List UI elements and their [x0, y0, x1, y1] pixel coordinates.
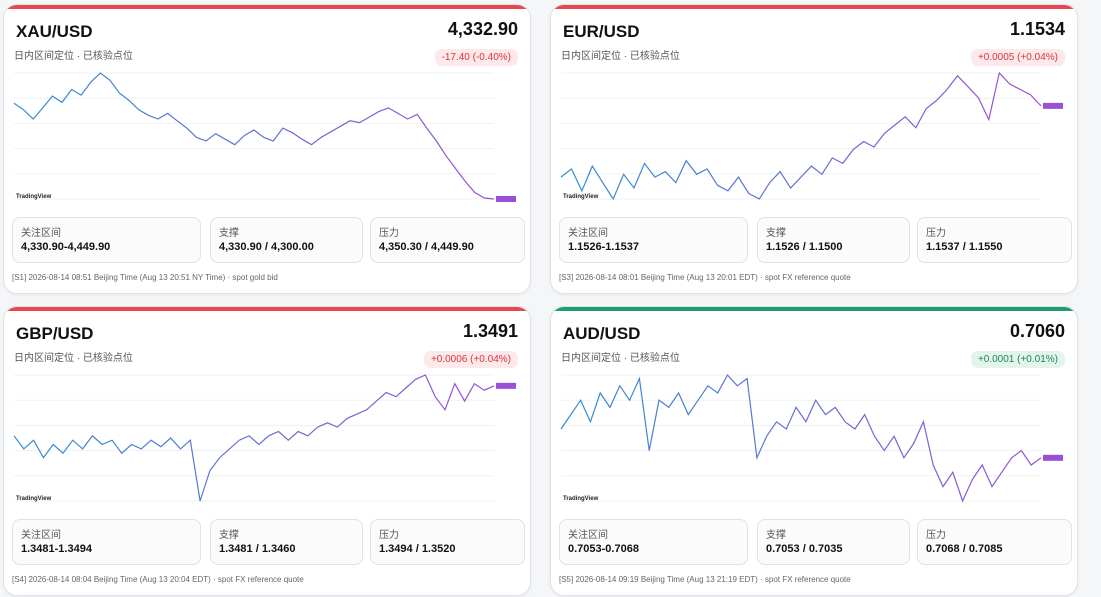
resistance-box: 压力 0.7068 / 0.7085	[917, 519, 1072, 565]
price-value: 4,332.90	[447, 19, 518, 39]
support-box: 支撑 1.3481 / 1.3460	[210, 519, 363, 565]
levels-row: 关注区间 1.1526-1.1537 支撑 1.1526 / 1.1500 压力…	[559, 217, 1072, 263]
pair-title: AUD/USD	[563, 324, 641, 343]
last-price-marker	[496, 196, 516, 202]
focus-range-label: 关注区间	[568, 228, 608, 239]
support-box: 支撑 4,330.90 / 4,300.00	[210, 217, 363, 263]
pair-title: GBP/USD	[16, 324, 94, 343]
resistance-box: 压力 1.3494 / 1.3520	[370, 519, 525, 565]
price-change-badge: +0.0005 (+0.04%)	[970, 49, 1065, 66]
card-status-bar	[4, 5, 530, 9]
price-value: 0.7060	[1009, 321, 1065, 341]
support-box: 支撑 1.1526 / 1.1500	[757, 217, 910, 263]
price-chart[interactable]: TradingView	[557, 369, 1071, 517]
price-line	[13, 374, 495, 502]
support-box: 支撑 0.7053 / 0.7035	[757, 519, 910, 565]
last-price-marker	[496, 382, 516, 389]
audusd-card[interactable]: AUD/USD 0.7060 日内区间定位 · 已核验点位 +0.0001 (+…	[550, 306, 1078, 596]
price-change-badge: -17.40 (-0.40%)	[434, 49, 518, 66]
resistance-value: 1.3494 / 1.3520	[379, 543, 456, 555]
price-change-badge: +0.0001 (+0.01%)	[970, 351, 1065, 368]
card-status-bar	[551, 5, 1077, 9]
price-chart[interactable]: TradingView	[557, 67, 1071, 215]
source-footer: [S4] 2026-08-14 08:04 Beijing Time (Aug …	[12, 575, 304, 584]
resistance-label: 压力	[926, 228, 946, 239]
source-footer: [S3] 2026-08-14 08:01 Beijing Time (Aug …	[559, 273, 851, 282]
resistance-value: 1.1537 / 1.1550	[926, 241, 1003, 253]
resistance-value: 0.7068 / 0.7085	[926, 543, 1003, 555]
eurusd-card[interactable]: EUR/USD 1.1534 日内区间定位 · 已核验点位 +0.0005 (+…	[550, 4, 1078, 294]
tradingview-logo: TradingView	[563, 194, 599, 200]
support-value: 0.7053 / 0.7035	[766, 543, 843, 555]
tradingview-logo: TradingView	[16, 496, 52, 502]
focus-range-label: 关注区间	[21, 228, 61, 239]
card-subtitle: 日内区间定位 · 已核验点位	[14, 51, 133, 62]
support-label: 支撑	[219, 228, 239, 239]
last-price-marker	[1043, 454, 1063, 461]
source-footer: [S1] 2026-08-14 08:51 Beijing Time (Aug …	[12, 273, 278, 282]
price-change-badge: +0.0006 (+0.04%)	[423, 351, 518, 368]
tradingview-logo: TradingView	[563, 496, 599, 502]
focus-range-value: 1.1526-1.1537	[568, 241, 639, 253]
focus-range-box: 关注区间 1.3481-1.3494	[12, 519, 201, 565]
pair-title: EUR/USD	[563, 22, 640, 41]
source-footer: [S5] 2026-08-14 09:19 Beijing Time (Aug …	[559, 575, 851, 584]
price-line	[13, 72, 495, 200]
focus-range-box: 关注区间 0.7053-0.7068	[559, 519, 748, 565]
chart-svg	[13, 374, 516, 502]
support-value: 1.1526 / 1.1500	[766, 241, 843, 253]
chart-svg	[560, 373, 1063, 503]
focus-range-value: 4,330.90-4,449.90	[21, 241, 111, 253]
resistance-label: 压力	[379, 228, 399, 239]
price-chart[interactable]: TradingView	[10, 369, 524, 517]
card-status-bar	[551, 307, 1077, 311]
chart-svg	[13, 72, 516, 202]
price-line	[560, 373, 1042, 503]
support-label: 支撑	[219, 530, 239, 541]
chart-svg	[560, 71, 1063, 201]
resistance-box: 压力 4,350.30 / 4,449.90	[370, 217, 525, 263]
pair-title: XAU/USD	[16, 22, 93, 41]
levels-row: 关注区间 1.3481-1.3494 支撑 1.3481 / 1.3460 压力…	[12, 519, 525, 565]
last-price-marker	[1043, 102, 1063, 109]
price-value: 1.1534	[1009, 19, 1065, 39]
xauusd-card[interactable]: XAU/USD 4,332.90 日内区间定位 · 已核验点位 -17.40 (…	[3, 4, 531, 294]
price-chart[interactable]: TradingView	[10, 67, 524, 215]
tradingview-logo: TradingView	[16, 194, 52, 200]
focus-range-box: 关注区间 1.1526-1.1537	[559, 217, 748, 263]
support-label: 支撑	[766, 228, 786, 239]
card-subtitle: 日内区间定位 · 已核验点位	[561, 353, 680, 364]
levels-row: 关注区间 4,330.90-4,449.90 支撑 4,330.90 / 4,3…	[12, 217, 525, 263]
card-status-bar	[4, 307, 530, 311]
resistance-value: 4,350.30 / 4,449.90	[379, 241, 474, 253]
support-value: 4,330.90 / 4,300.00	[219, 241, 314, 253]
card-subtitle: 日内区间定位 · 已核验点位	[561, 51, 680, 62]
price-value: 1.3491	[462, 321, 518, 341]
focus-range-value: 1.3481-1.3494	[21, 543, 92, 555]
card-subtitle: 日内区间定位 · 已核验点位	[14, 353, 133, 364]
focus-range-label: 关注区间	[568, 530, 608, 541]
support-value: 1.3481 / 1.3460	[219, 543, 296, 555]
focus-range-box: 关注区间 4,330.90-4,449.90	[12, 217, 201, 263]
levels-row: 关注区间 0.7053-0.7068 支撑 0.7053 / 0.7035 压力…	[559, 519, 1072, 565]
resistance-box: 压力 1.1537 / 1.1550	[917, 217, 1072, 263]
price-line	[560, 71, 1042, 201]
focus-range-value: 0.7053-0.7068	[568, 543, 639, 555]
gbpusd-card[interactable]: GBP/USD 1.3491 日内区间定位 · 已核验点位 +0.0006 (+…	[3, 306, 531, 596]
resistance-label: 压力	[379, 530, 399, 541]
focus-range-label: 关注区间	[21, 530, 61, 541]
support-label: 支撑	[766, 530, 786, 541]
resistance-label: 压力	[926, 530, 946, 541]
